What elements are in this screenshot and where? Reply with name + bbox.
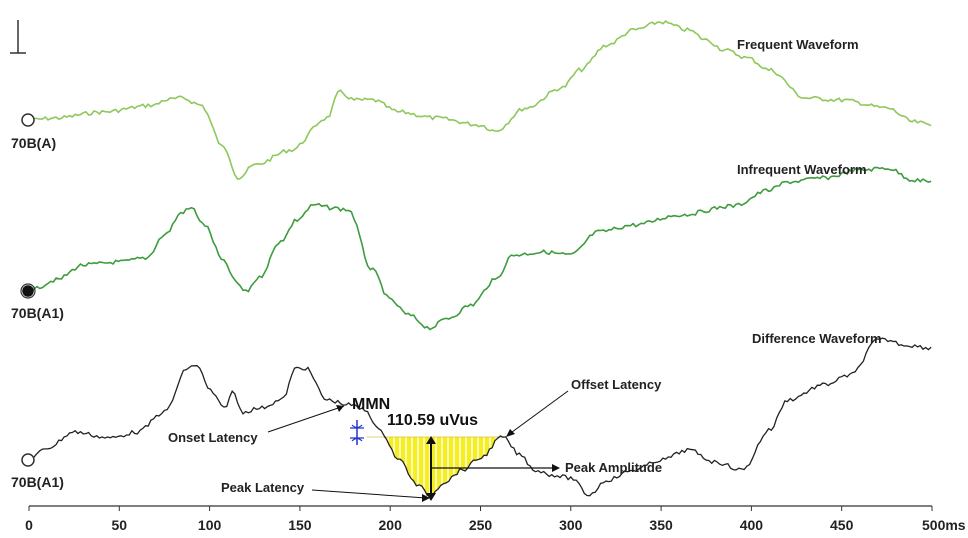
mmn-shaded-region (366, 436, 505, 496)
x-tick-label: 250 (469, 517, 493, 533)
peak-amplitude-label: Peak Amplitude (565, 460, 662, 475)
channel-label-infrequent: 70B(A1) (11, 305, 64, 321)
x-tick-label: 400 (740, 517, 764, 533)
x-axis: 0 50 100 150 200 250 300 350 400 450 500ms (25, 505, 966, 533)
frequent-waveform-line (28, 19, 932, 181)
channel-marker-infrequent (20, 283, 36, 299)
mmn-marker (350, 420, 364, 445)
channel-label-difference: 70B(A1) (11, 474, 64, 490)
difference-waveform-line (28, 337, 932, 497)
peak-latency-label: Peak Latency (221, 480, 305, 495)
channel-label-frequent: 70B(A) (11, 135, 56, 151)
onset-latency-label: Onset Latency (168, 430, 258, 445)
mmn-label: MMN (352, 396, 390, 413)
channel-marker-frequent (21, 113, 35, 127)
x-tick-label: 150 (288, 517, 312, 533)
x-tick-label: 50 (112, 517, 128, 533)
onset-latency-arrow (267, 405, 345, 433)
x-tick-label: 100 (198, 517, 222, 533)
mmn-area (366, 436, 505, 496)
x-tick-label: 500ms (922, 517, 966, 533)
peak-amplitude-arrow (432, 464, 560, 472)
amplitude-scale-bar (10, 20, 26, 54)
peak-amplitude-bar (426, 436, 436, 501)
x-tick-label: 350 (649, 517, 673, 533)
x-tick-label: 300 (559, 517, 583, 533)
infrequent-waveform-label: Infrequent Waveform (737, 162, 867, 177)
offset-latency-label: Offset Latency (571, 377, 662, 392)
mmn-area-value: 110.59 uVus (387, 412, 478, 429)
peak-latency-arrow (311, 489, 430, 502)
offset-latency-arrow (506, 390, 569, 437)
x-tick-label: 0 (25, 517, 33, 533)
infrequent-waveform-line (28, 166, 932, 331)
difference-waveform-label: Difference Waveform (752, 331, 882, 346)
frequent-waveform-label: Frequent Waveform (737, 37, 859, 52)
x-tick-label: 200 (379, 517, 403, 533)
x-tick-label: 450 (830, 517, 854, 533)
channel-marker-difference (21, 453, 35, 467)
